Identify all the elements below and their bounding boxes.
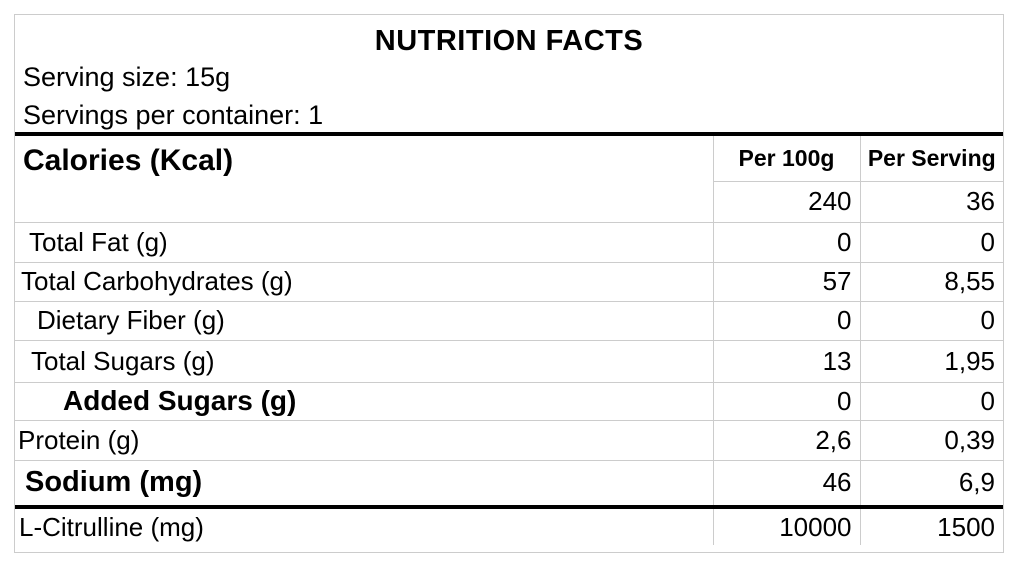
row-label: Total Carbohydrates (g) (15, 261, 713, 301)
column-header-per-100g: Per 100g (712, 136, 860, 182)
page-title: NUTRITION FACTS (374, 25, 644, 57)
table-row-l-citrulline: L-Citrulline (mg) 10000 1500 (15, 505, 1003, 545)
row-label: Protein (g) (15, 419, 713, 460)
serving-size-line: Serving size: 15g (23, 62, 231, 92)
nutrition-table: Calories (Kcal) Per 100g Per Serving 240… (15, 136, 1003, 545)
table-row: Sodium (mg) 46 6,9 (15, 459, 1003, 507)
table-row: Dietary Fiber (g) 0 0 (15, 300, 1003, 340)
calories-values-row: 240 36 (15, 181, 1003, 222)
row-label: L-Citrulline (mg) (15, 505, 713, 545)
row-value-per-serving: 0 (859, 300, 1003, 340)
row-label: Sodium (mg) (15, 459, 713, 507)
row-value-per-serving: 1,95 (859, 339, 1003, 382)
calories-per-serving: 36 (859, 181, 1003, 222)
table-row: Added Sugars (g) 0 0 (15, 381, 1003, 420)
row-value-per-100g: 10000 (712, 505, 860, 545)
row-value-per-serving: 8,55 (859, 261, 1003, 301)
row-value-per-serving: 6,9 (859, 459, 1003, 507)
row-label: Added Sugars (g) (15, 381, 713, 420)
row-value-per-serving: 1500 (859, 505, 1003, 545)
label-header-section: NUTRITION FACTS Serving size: 15g Servin… (15, 15, 1003, 136)
row-value-per-serving: 0,39 (859, 419, 1003, 460)
table-header-row: Calories (Kcal) Per 100g Per Serving (15, 136, 1003, 182)
table-row: Protein (g) 2,6 0,39 (15, 419, 1003, 460)
row-value-per-100g: 0 (712, 300, 860, 340)
row-label: Total Sugars (g) (15, 339, 713, 382)
row-value-per-100g: 2,6 (712, 419, 860, 460)
row-value-per-100g: 57 (712, 261, 860, 301)
row-label: Total Fat (g) (15, 221, 713, 262)
row-value-per-100g: 46 (712, 459, 860, 507)
calories-per-100g: 240 (712, 181, 860, 222)
table-row: Total Carbohydrates (g) 57 8,55 (15, 261, 1003, 301)
row-value-per-serving: 0 (859, 221, 1003, 262)
row-value-per-serving: 0 (859, 381, 1003, 420)
column-header-per-serving: Per Serving (859, 136, 1003, 182)
table-row: Total Sugars (g) 13 1,95 (15, 339, 1003, 382)
servings-per-container-line: Servings per container: 1 (23, 100, 324, 130)
row-value-per-100g: 13 (712, 339, 860, 382)
row-value-per-100g: 0 (712, 381, 860, 420)
table-row: Total Fat (g) 0 0 (15, 221, 1003, 262)
calories-label: Calories (Kcal) (23, 144, 234, 177)
row-label: Dietary Fiber (g) (15, 300, 713, 340)
row-value-per-100g: 0 (712, 221, 860, 262)
nutrition-facts-label: NUTRITION FACTS Serving size: 15g Servin… (14, 14, 1004, 553)
